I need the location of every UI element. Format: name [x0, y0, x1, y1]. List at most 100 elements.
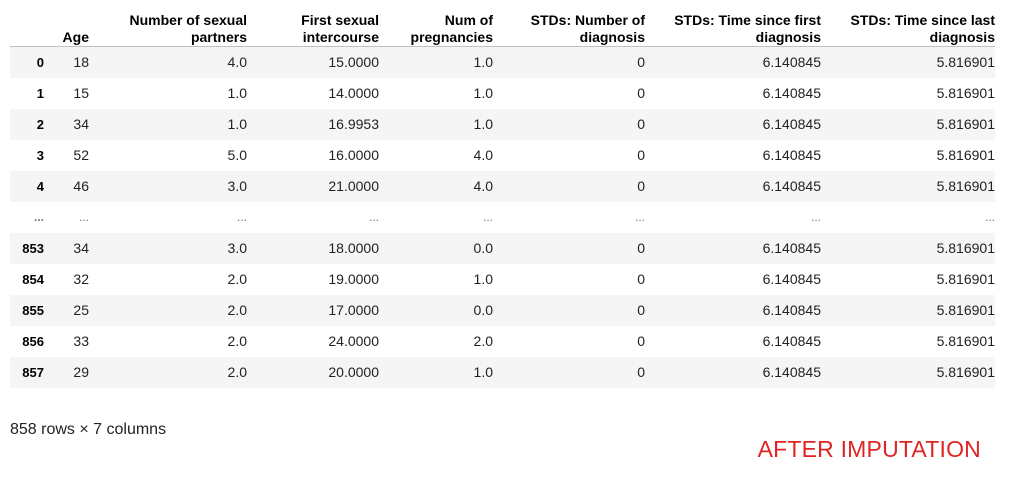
- table-cell: 6.140845: [762, 302, 821, 318]
- ellipsis-row: ........................: [10, 202, 995, 233]
- table-cell: 20.0000: [328, 364, 379, 380]
- table-cell: 33: [73, 333, 89, 349]
- table-cell: 34: [73, 116, 89, 132]
- table-row: 857 29 2.0 20.0000 1.0 0 6.140845 5.816901: [10, 356, 995, 388]
- column-header-pregnancies: Num of pregnancies: [379, 11, 493, 47]
- table-cell: 1.0: [473, 116, 493, 132]
- table-row: 2 34 1.0 16.9953 1.0 0 6.140845 5.816901: [10, 108, 995, 140]
- table-cell: 18.0000: [328, 240, 379, 256]
- table-cell: 1.0: [227, 116, 247, 132]
- table-cell: ...: [368, 210, 379, 224]
- table-cell: 6.140845: [762, 54, 821, 71]
- table-cell: 5.0: [227, 147, 247, 163]
- table-cell: 2.0: [227, 333, 247, 349]
- table-cell: 0: [637, 302, 645, 318]
- column-header-sexual-partners: Number of sexual partners: [89, 11, 247, 47]
- table-cell: 6.140845: [762, 364, 821, 380]
- table-cell: 0.0: [473, 302, 493, 318]
- table-cell: 5.816901: [936, 54, 995, 71]
- table-row: 853 34 3.0 18.0000 0.0 0 6.140845 5.816901: [10, 232, 995, 264]
- row-index: 3: [36, 147, 44, 163]
- table-cell: 1.0: [473, 85, 493, 101]
- row-index: 854: [22, 271, 44, 287]
- index-header: [10, 11, 44, 47]
- column-header-age: Age: [44, 11, 89, 47]
- table-row: 0 18 4.0 15.0000 1.0 0 6.140845 5.816901: [10, 46, 995, 78]
- row-index: ...: [33, 210, 44, 224]
- table-header: Age Number of sexual partners First sexu…: [10, 11, 995, 47]
- table-cell: ...: [634, 210, 645, 224]
- table-row: 854 32 2.0 19.0000 1.0 0 6.140845 5.816901: [10, 264, 995, 295]
- table-cell: 6.140845: [762, 240, 821, 256]
- table-cell: 6.140845: [762, 271, 821, 287]
- table-cell: 5.816901: [936, 302, 995, 318]
- header-line-2: diagnosis: [755, 29, 821, 45]
- table-cell: 5.816901: [936, 85, 995, 101]
- table-cell: 0: [637, 178, 645, 194]
- table-cell: 6.140845: [762, 116, 821, 132]
- table-cell: 6.140845: [762, 333, 821, 349]
- table-cell: 0: [637, 240, 645, 256]
- table-row: 3 52 5.0 16.0000 4.0 0 6.140845 5.816901: [10, 140, 995, 171]
- table-cell: 0: [637, 116, 645, 132]
- row-index: 856: [22, 333, 44, 349]
- header-line-2: diagnosis: [579, 29, 645, 45]
- table-cell: 0: [637, 271, 645, 287]
- table-cell: 5.816901: [936, 147, 995, 163]
- table-cell: 1.0: [473, 54, 493, 71]
- table-cell: 15: [73, 85, 89, 101]
- header-line-1: STDs: Time since first: [674, 12, 821, 28]
- header-line-1: STDs: Number of: [530, 12, 645, 28]
- table-cell: 1.0: [473, 271, 493, 287]
- table-cell: 4.0: [227, 54, 247, 71]
- table-cell: 1.0: [473, 364, 493, 380]
- table-body: 0 18 4.0 15.0000 1.0 0 6.140845 5.816901 1 15 1.0 1…: [10, 46, 995, 388]
- header-line-2: intercourse: [302, 29, 379, 45]
- header-line-2: pregnancies: [410, 29, 493, 45]
- table-cell: 0: [637, 54, 645, 71]
- header-row: Age Number of sexual partners First sexu…: [10, 11, 995, 47]
- table-cell: 5.816901: [936, 333, 995, 349]
- table-cell: 4.0: [473, 178, 493, 194]
- table-cell: 5.816901: [936, 116, 995, 132]
- table-cell: 19.0000: [328, 271, 379, 287]
- table-cell: 5.816901: [936, 240, 995, 256]
- row-index: 2: [36, 116, 44, 132]
- header-line-2: diagnosis: [929, 29, 995, 45]
- table-cell: 0: [637, 333, 645, 349]
- row-index: 853: [22, 240, 44, 256]
- table-cell: 2.0: [227, 302, 247, 318]
- table-cell: 6.140845: [762, 147, 821, 163]
- table-cell: 2.0: [227, 364, 247, 380]
- table-cell: 16.0000: [328, 147, 379, 163]
- table-cell: 5.816901: [936, 271, 995, 287]
- row-count-summary: 858 rows × 7 columns: [10, 421, 167, 438]
- table-cell: 25: [73, 302, 89, 318]
- table-cell: 0: [637, 85, 645, 101]
- table-cell: 34: [73, 240, 89, 256]
- table-cell: ...: [236, 210, 247, 224]
- table-cell: 46: [73, 178, 89, 194]
- table-cell: 15.0000: [328, 54, 379, 71]
- table-cell: ...: [810, 210, 821, 224]
- table-cell: 2.0: [227, 271, 247, 287]
- table-cell: ...: [984, 210, 995, 224]
- table-cell: 5.816901: [936, 178, 995, 194]
- table-cell: ...: [78, 210, 89, 224]
- row-index: 1: [36, 85, 44, 101]
- table-cell: 0: [637, 364, 645, 380]
- header-line-1: Num of: [444, 12, 493, 28]
- header-line-1: Number of sexual: [129, 12, 247, 28]
- row-index: 855: [22, 302, 44, 318]
- header-line-1: First sexual: [301, 12, 379, 28]
- table-row: 856 33 2.0 24.0000 2.0 0 6.140845 5.816901: [10, 326, 995, 357]
- table-cell: 52: [73, 147, 89, 163]
- table-cell: 17.0000: [328, 302, 379, 318]
- row-index: 0: [36, 54, 44, 70]
- row-index: 4: [36, 178, 44, 194]
- table-cell: 24.0000: [328, 333, 379, 349]
- table-cell: 18: [73, 54, 89, 71]
- dataframe-table: Age Number of sexual partners First sexu…: [10, 11, 995, 388]
- table-cell: 29: [73, 364, 89, 380]
